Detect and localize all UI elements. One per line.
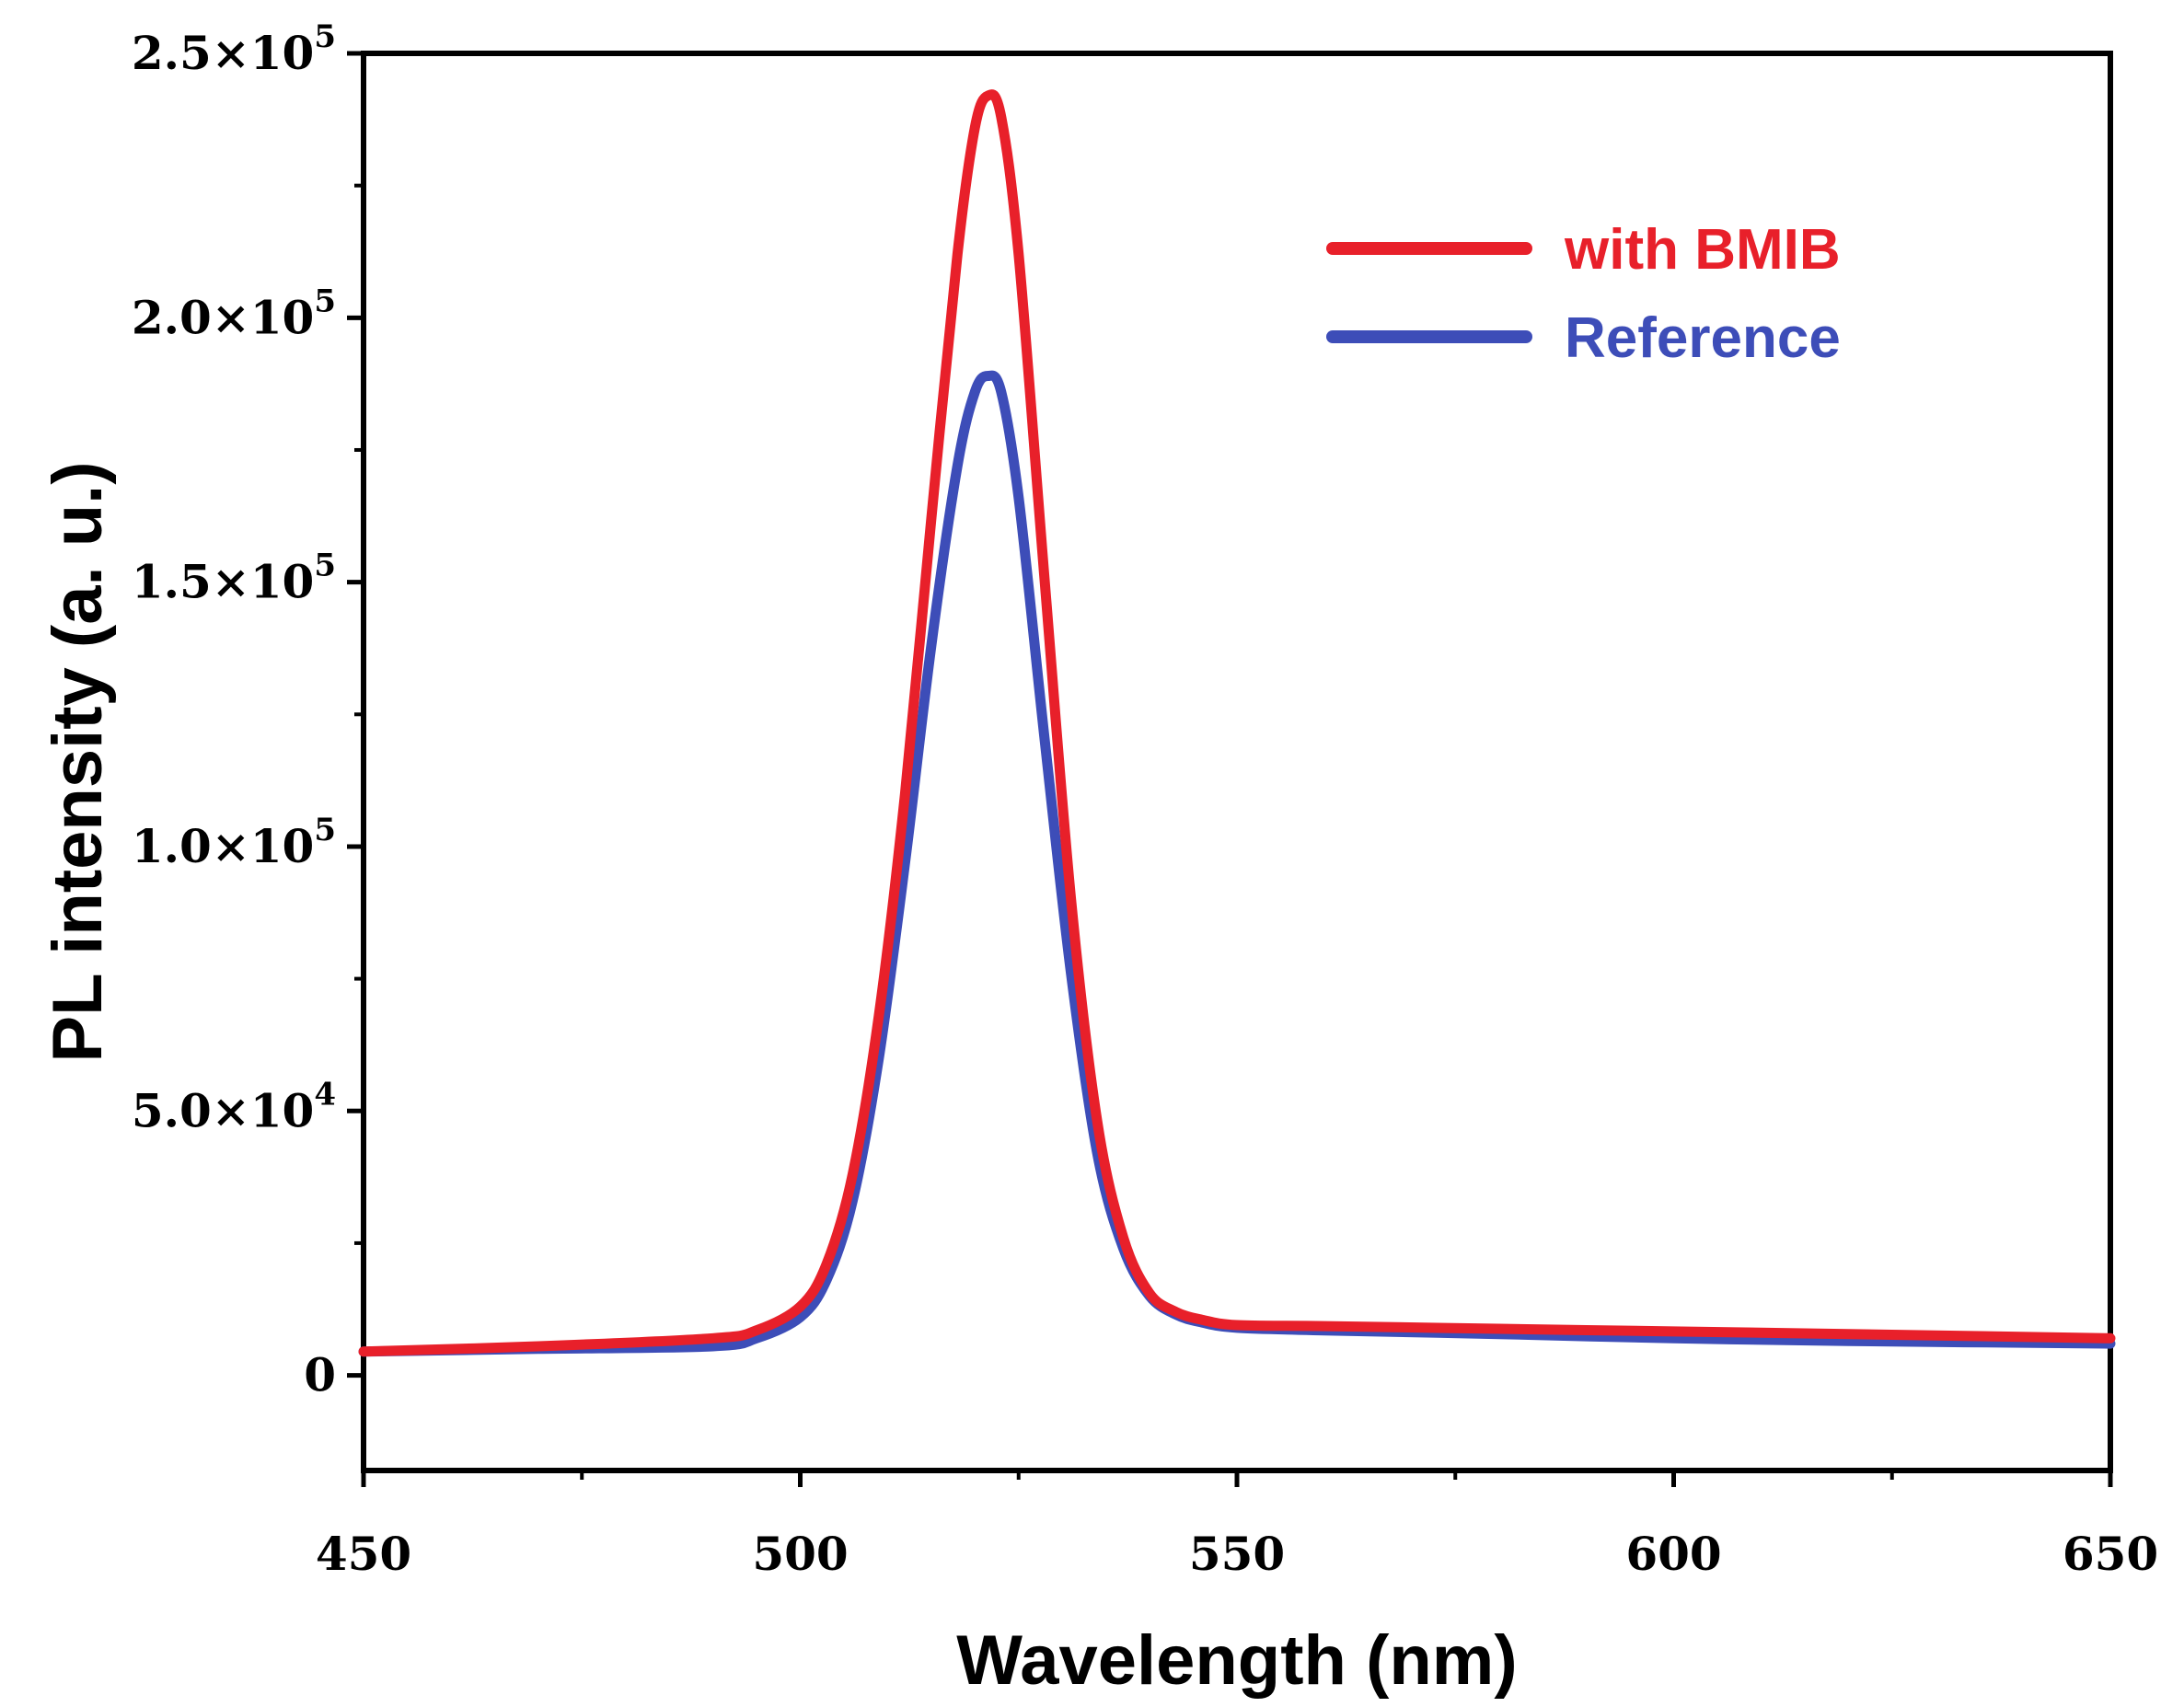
- y-tick-mantissa: 2.0×10: [132, 290, 314, 344]
- legend-label-with-bmib: with BMIB: [1564, 218, 1841, 282]
- x-axis-tick-labels: 450 500 550 600 650: [316, 1527, 2158, 1581]
- y-tick-label: 1.5×105: [132, 548, 336, 609]
- y-tick-exponent: 5: [314, 812, 336, 848]
- legend-label-reference: Reference: [1565, 306, 1841, 370]
- y-axis-title: PL intensity (a. u.): [39, 461, 117, 1062]
- series-line-reference: [358, 370, 2116, 1357]
- y-tick-label: 5.0×104: [132, 1076, 336, 1137]
- legend: with BMIB Reference: [1326, 218, 1841, 370]
- x-tick-label: 650: [2063, 1527, 2158, 1581]
- y-tick-label: 2.0×105: [132, 283, 336, 344]
- y-tick-exponent: 5: [314, 18, 336, 55]
- x-tick-label: 600: [1625, 1527, 1721, 1581]
- y-tick-mantissa: 0: [304, 1348, 336, 1402]
- y-tick-mantissa: 2.5×10: [132, 26, 314, 80]
- x-tick-label: 450: [316, 1527, 411, 1581]
- y-tick-label: 0: [304, 1348, 336, 1402]
- y-tick-mantissa: 5.0×10: [132, 1083, 314, 1137]
- series-lines: [358, 89, 2116, 1357]
- y-tick-mantissa: 1.0×10: [132, 819, 314, 873]
- y-tick-exponent: 4: [314, 1076, 336, 1113]
- y-tick-label: 2.5×105: [132, 18, 336, 80]
- x-axis-title: Wavelength (nm): [956, 1621, 1517, 1700]
- y-tick-exponent: 5: [314, 283, 336, 319]
- plot-frame: [361, 51, 2113, 1473]
- y-tick-mantissa: 1.5×10: [132, 555, 314, 609]
- y-axis-ticks: [347, 51, 364, 1378]
- series-line-with-bmib: [358, 89, 2116, 1357]
- x-tick-label: 550: [1189, 1527, 1285, 1581]
- y-tick-exponent: 5: [314, 548, 336, 584]
- y-tick-label: 1.0×105: [132, 812, 336, 873]
- x-axis-ticks: [361, 1471, 2113, 1487]
- x-tick-label: 500: [752, 1527, 848, 1581]
